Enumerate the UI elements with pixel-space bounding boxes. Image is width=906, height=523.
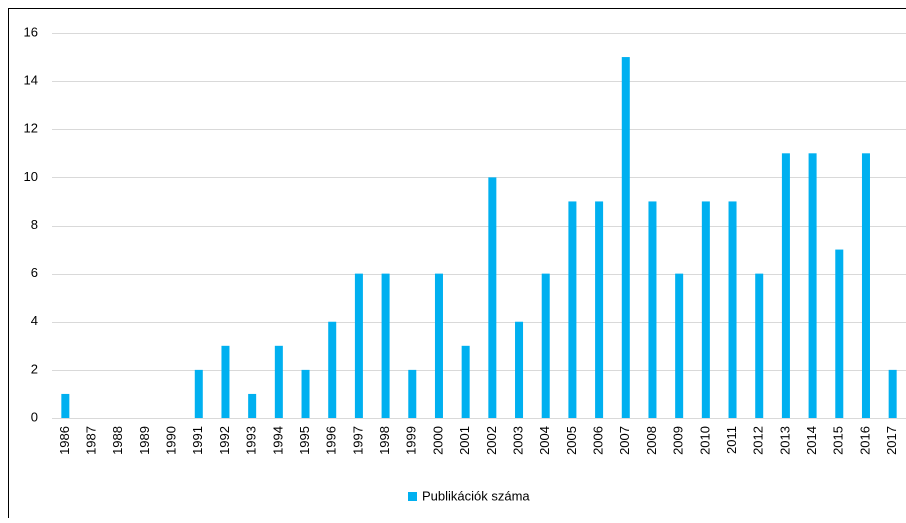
bar <box>328 321 337 418</box>
x-tick-label: 2013 <box>777 426 792 455</box>
x-tick-label: 1992 <box>217 426 232 455</box>
y-tick-label: 12 <box>24 121 38 136</box>
x-tick-label: 2001 <box>457 426 472 455</box>
x-tick-label: 2012 <box>751 426 766 455</box>
y-tick-label: 0 <box>31 409 38 424</box>
bar <box>861 153 870 418</box>
bar <box>274 345 283 418</box>
x-tick-label: 1994 <box>270 426 285 455</box>
y-tick-label: 2 <box>31 361 38 376</box>
bar <box>61 393 70 418</box>
x-tick-label: 2006 <box>591 426 606 455</box>
legend-swatch <box>408 492 417 501</box>
bar <box>488 177 497 418</box>
bar <box>728 201 737 418</box>
x-tick-label: 2003 <box>510 426 525 455</box>
bar <box>755 273 764 418</box>
x-tick-label: 2002 <box>484 426 499 455</box>
legend-label: Publikációk száma <box>422 488 530 503</box>
x-tick-label: 1999 <box>404 426 419 455</box>
x-tick-label: 2015 <box>831 426 846 455</box>
x-tick-label: 2009 <box>671 426 686 455</box>
x-tick-label: 1997 <box>350 426 365 455</box>
bar <box>515 321 524 418</box>
x-tick-label: 2004 <box>537 426 552 455</box>
x-tick-label: 1995 <box>297 426 312 455</box>
bar <box>648 201 657 418</box>
x-tick-label: 2011 <box>724 426 739 454</box>
y-tick-label: 4 <box>31 313 38 328</box>
bar <box>408 369 417 418</box>
x-tick-label: 2016 <box>857 426 872 455</box>
bar <box>301 369 310 418</box>
y-tick-label: 10 <box>24 169 38 184</box>
y-tick-label: 14 <box>24 73 38 88</box>
x-tick-label: 2007 <box>617 426 632 455</box>
bar <box>541 273 550 418</box>
x-tick-label: 1993 <box>244 426 259 455</box>
bar <box>701 201 710 418</box>
bar <box>568 201 577 418</box>
x-tick-label: 1987 <box>83 426 98 455</box>
bar <box>221 345 230 418</box>
bar <box>381 273 390 418</box>
x-tick-label: 1986 <box>57 426 72 455</box>
x-tick-label: 2014 <box>804 426 819 455</box>
x-tick-label: 1988 <box>110 426 125 455</box>
bar <box>808 153 817 418</box>
x-tick-label: 1989 <box>137 426 152 455</box>
x-tick-label: 1991 <box>190 426 205 455</box>
x-tick-label: 1990 <box>164 426 179 455</box>
bar <box>354 273 363 418</box>
x-tick-label: 2005 <box>564 426 579 455</box>
bar <box>434 273 443 418</box>
bar <box>595 201 604 418</box>
x-tick-label: 1998 <box>377 426 392 455</box>
bar <box>461 345 470 418</box>
bar <box>781 153 790 418</box>
bar <box>835 249 844 418</box>
x-tick-label: 2000 <box>430 426 445 455</box>
y-tick-label: 8 <box>31 217 38 232</box>
bar <box>194 369 203 418</box>
x-tick-label: 2008 <box>644 426 659 455</box>
y-tick-label: 6 <box>31 265 38 280</box>
x-tick-label: 1996 <box>324 426 339 455</box>
x-tick-label: 2010 <box>697 426 712 455</box>
bar <box>888 369 897 418</box>
y-tick-label: 16 <box>24 24 38 39</box>
bar <box>675 273 684 418</box>
x-tick-label: 2017 <box>884 426 899 455</box>
bar <box>621 57 630 418</box>
bar <box>248 393 257 418</box>
